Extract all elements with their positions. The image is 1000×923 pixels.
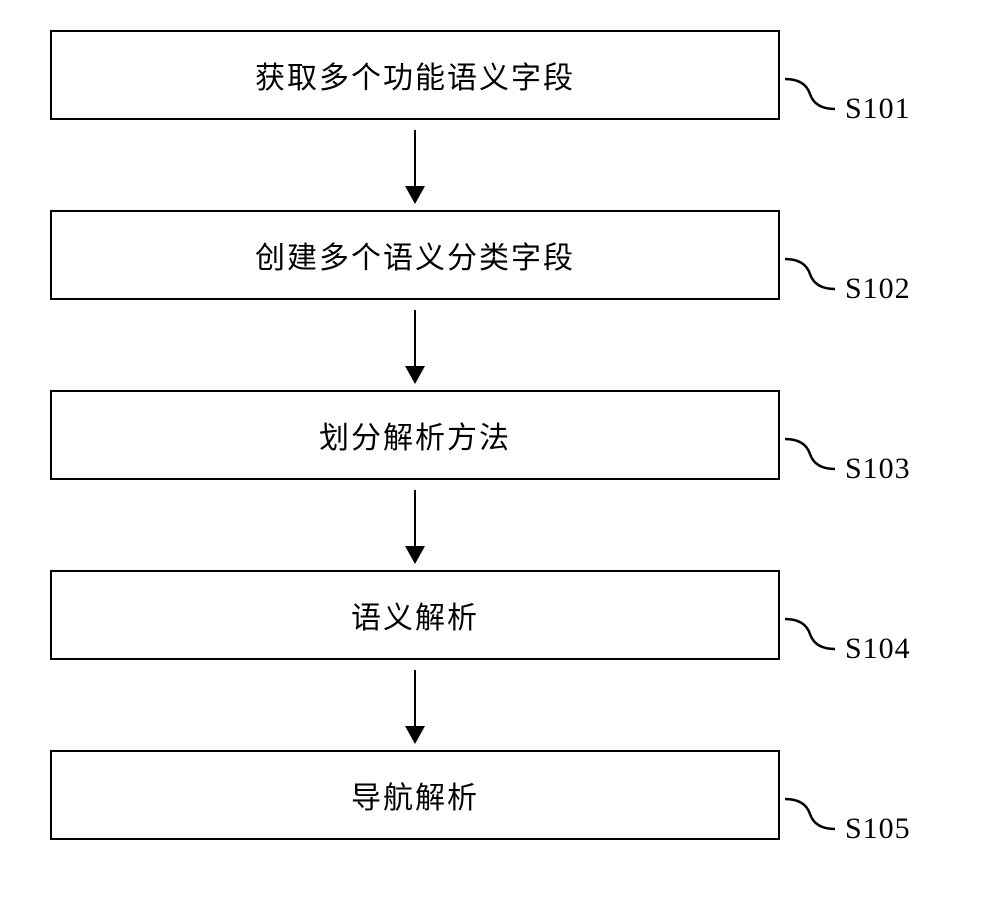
flowchart-step-box: 划分解析方法 bbox=[50, 390, 780, 480]
arrow-head-icon bbox=[405, 546, 425, 564]
flowchart-step-box: 语义解析 bbox=[50, 570, 780, 660]
flowchart-arrow bbox=[50, 660, 780, 750]
flowchart-step-id: S105 bbox=[845, 812, 911, 846]
arrow-head-icon bbox=[405, 366, 425, 384]
flowchart-arrow bbox=[50, 300, 780, 390]
connector-bracket-icon bbox=[785, 434, 835, 474]
flowchart-step-box: 创建多个语义分类字段 bbox=[50, 210, 780, 300]
flowchart-step-box: 获取多个功能语义字段 bbox=[50, 30, 780, 120]
flowchart-step-id: S102 bbox=[845, 272, 911, 306]
flowchart-step-label: 获取多个功能语义字段 bbox=[255, 53, 575, 97]
flowchart-step-label: 划分解析方法 bbox=[319, 413, 511, 457]
flowchart-arrow bbox=[50, 120, 780, 210]
connector-bracket-icon bbox=[785, 614, 835, 654]
arrow-head-icon bbox=[405, 186, 425, 204]
arrow-head-icon bbox=[405, 726, 425, 744]
flowchart-step-label: 创建多个语义分类字段 bbox=[255, 233, 575, 277]
connector-bracket-icon bbox=[785, 254, 835, 294]
flowchart-step-box: 导航解析 bbox=[50, 750, 780, 840]
flowchart-step-id: S104 bbox=[845, 632, 911, 666]
flowchart-container: 获取多个功能语义字段 S101 创建多个语义分类字段 S102 划分解析方法 S… bbox=[50, 30, 950, 840]
connector-bracket-icon bbox=[785, 74, 835, 114]
flowchart-arrow bbox=[50, 480, 780, 570]
flowchart-step-label: 导航解析 bbox=[351, 773, 479, 817]
connector-bracket-icon bbox=[785, 794, 835, 834]
flowchart-step-label: 语义解析 bbox=[351, 593, 479, 637]
flowchart-step-id: S101 bbox=[845, 92, 911, 126]
flowchart-step-id: S103 bbox=[845, 452, 911, 486]
